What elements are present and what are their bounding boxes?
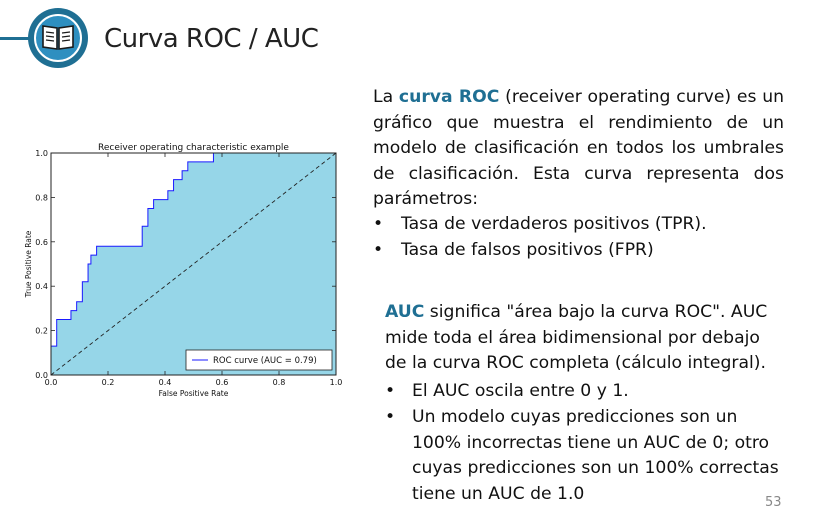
chance-diagonal-line: [50, 152, 337, 376]
book-icon: [42, 25, 74, 50]
bullet-text: El AUC oscila entre 0 y 1.: [412, 381, 629, 401]
bullet-text: Tasa de falsos positivos (FPR): [401, 240, 654, 260]
x-tick-label: 0.6: [216, 378, 229, 387]
auc-description: AUC significa "área bajo la curva ROC". …: [385, 300, 780, 377]
x-tick-label: 0.0: [45, 378, 58, 387]
logo-badge: [28, 8, 88, 68]
legend-box: [185, 349, 333, 371]
roc-description-body: (receiver operating curve) es un gráfico…: [373, 87, 784, 209]
x-tick-label: 0.8: [273, 378, 286, 387]
bullet-text: Tasa de verdaderos positivos (TPR).: [401, 214, 707, 234]
legend-entry: ROC curve (AUC = 0.79): [213, 356, 317, 366]
logo-inner-circle: [34, 14, 82, 62]
y-tick-label: 0.0: [35, 371, 48, 380]
y-tick-label: 0.2: [35, 327, 48, 336]
y-axis-label: True Positive Rate: [24, 230, 33, 298]
slide-title: Curva ROC / AUC: [104, 24, 319, 54]
roc-description-pre: La: [373, 87, 399, 107]
y-tick-label: 0.4: [35, 282, 48, 291]
header-accent-line: [0, 37, 44, 40]
x-tick-label: 0.2: [102, 378, 115, 387]
auc-description-body: significa "área bajo la curva ROC". AUC …: [385, 302, 768, 373]
y-tick-label: 0.6: [35, 238, 48, 247]
chart-title: Receiver operating characteristic exampl…: [98, 143, 289, 153]
x-tick-label: 1.0: [330, 378, 343, 387]
bullet-text: Un modelo cuyas predicciones son un 100%…: [412, 407, 779, 504]
y-tick-label: 1.0: [35, 149, 48, 158]
roc-curve-line: [50, 152, 336, 375]
roc-chart: 0.0 0.2 0.4 0.6 0.8 1.0 0.0 0.2 0.4 0.6 0.8 1.0 Rece…: [24, 143, 343, 398]
roc-description: La curva ROC (receiver operating curve) …: [373, 85, 784, 213]
x-axis-label: False Positive Rate: [159, 389, 229, 398]
y-tick-label: 0.8: [35, 193, 48, 202]
plot-frame: [50, 152, 337, 376]
roc-area-fill: [51, 153, 336, 375]
x-tick-label: 0.4: [159, 378, 172, 387]
auc-term-highlight: AUC: [385, 302, 425, 322]
roc-term-highlight: curva ROC: [398, 87, 500, 107]
page-number: 53: [765, 495, 782, 510]
